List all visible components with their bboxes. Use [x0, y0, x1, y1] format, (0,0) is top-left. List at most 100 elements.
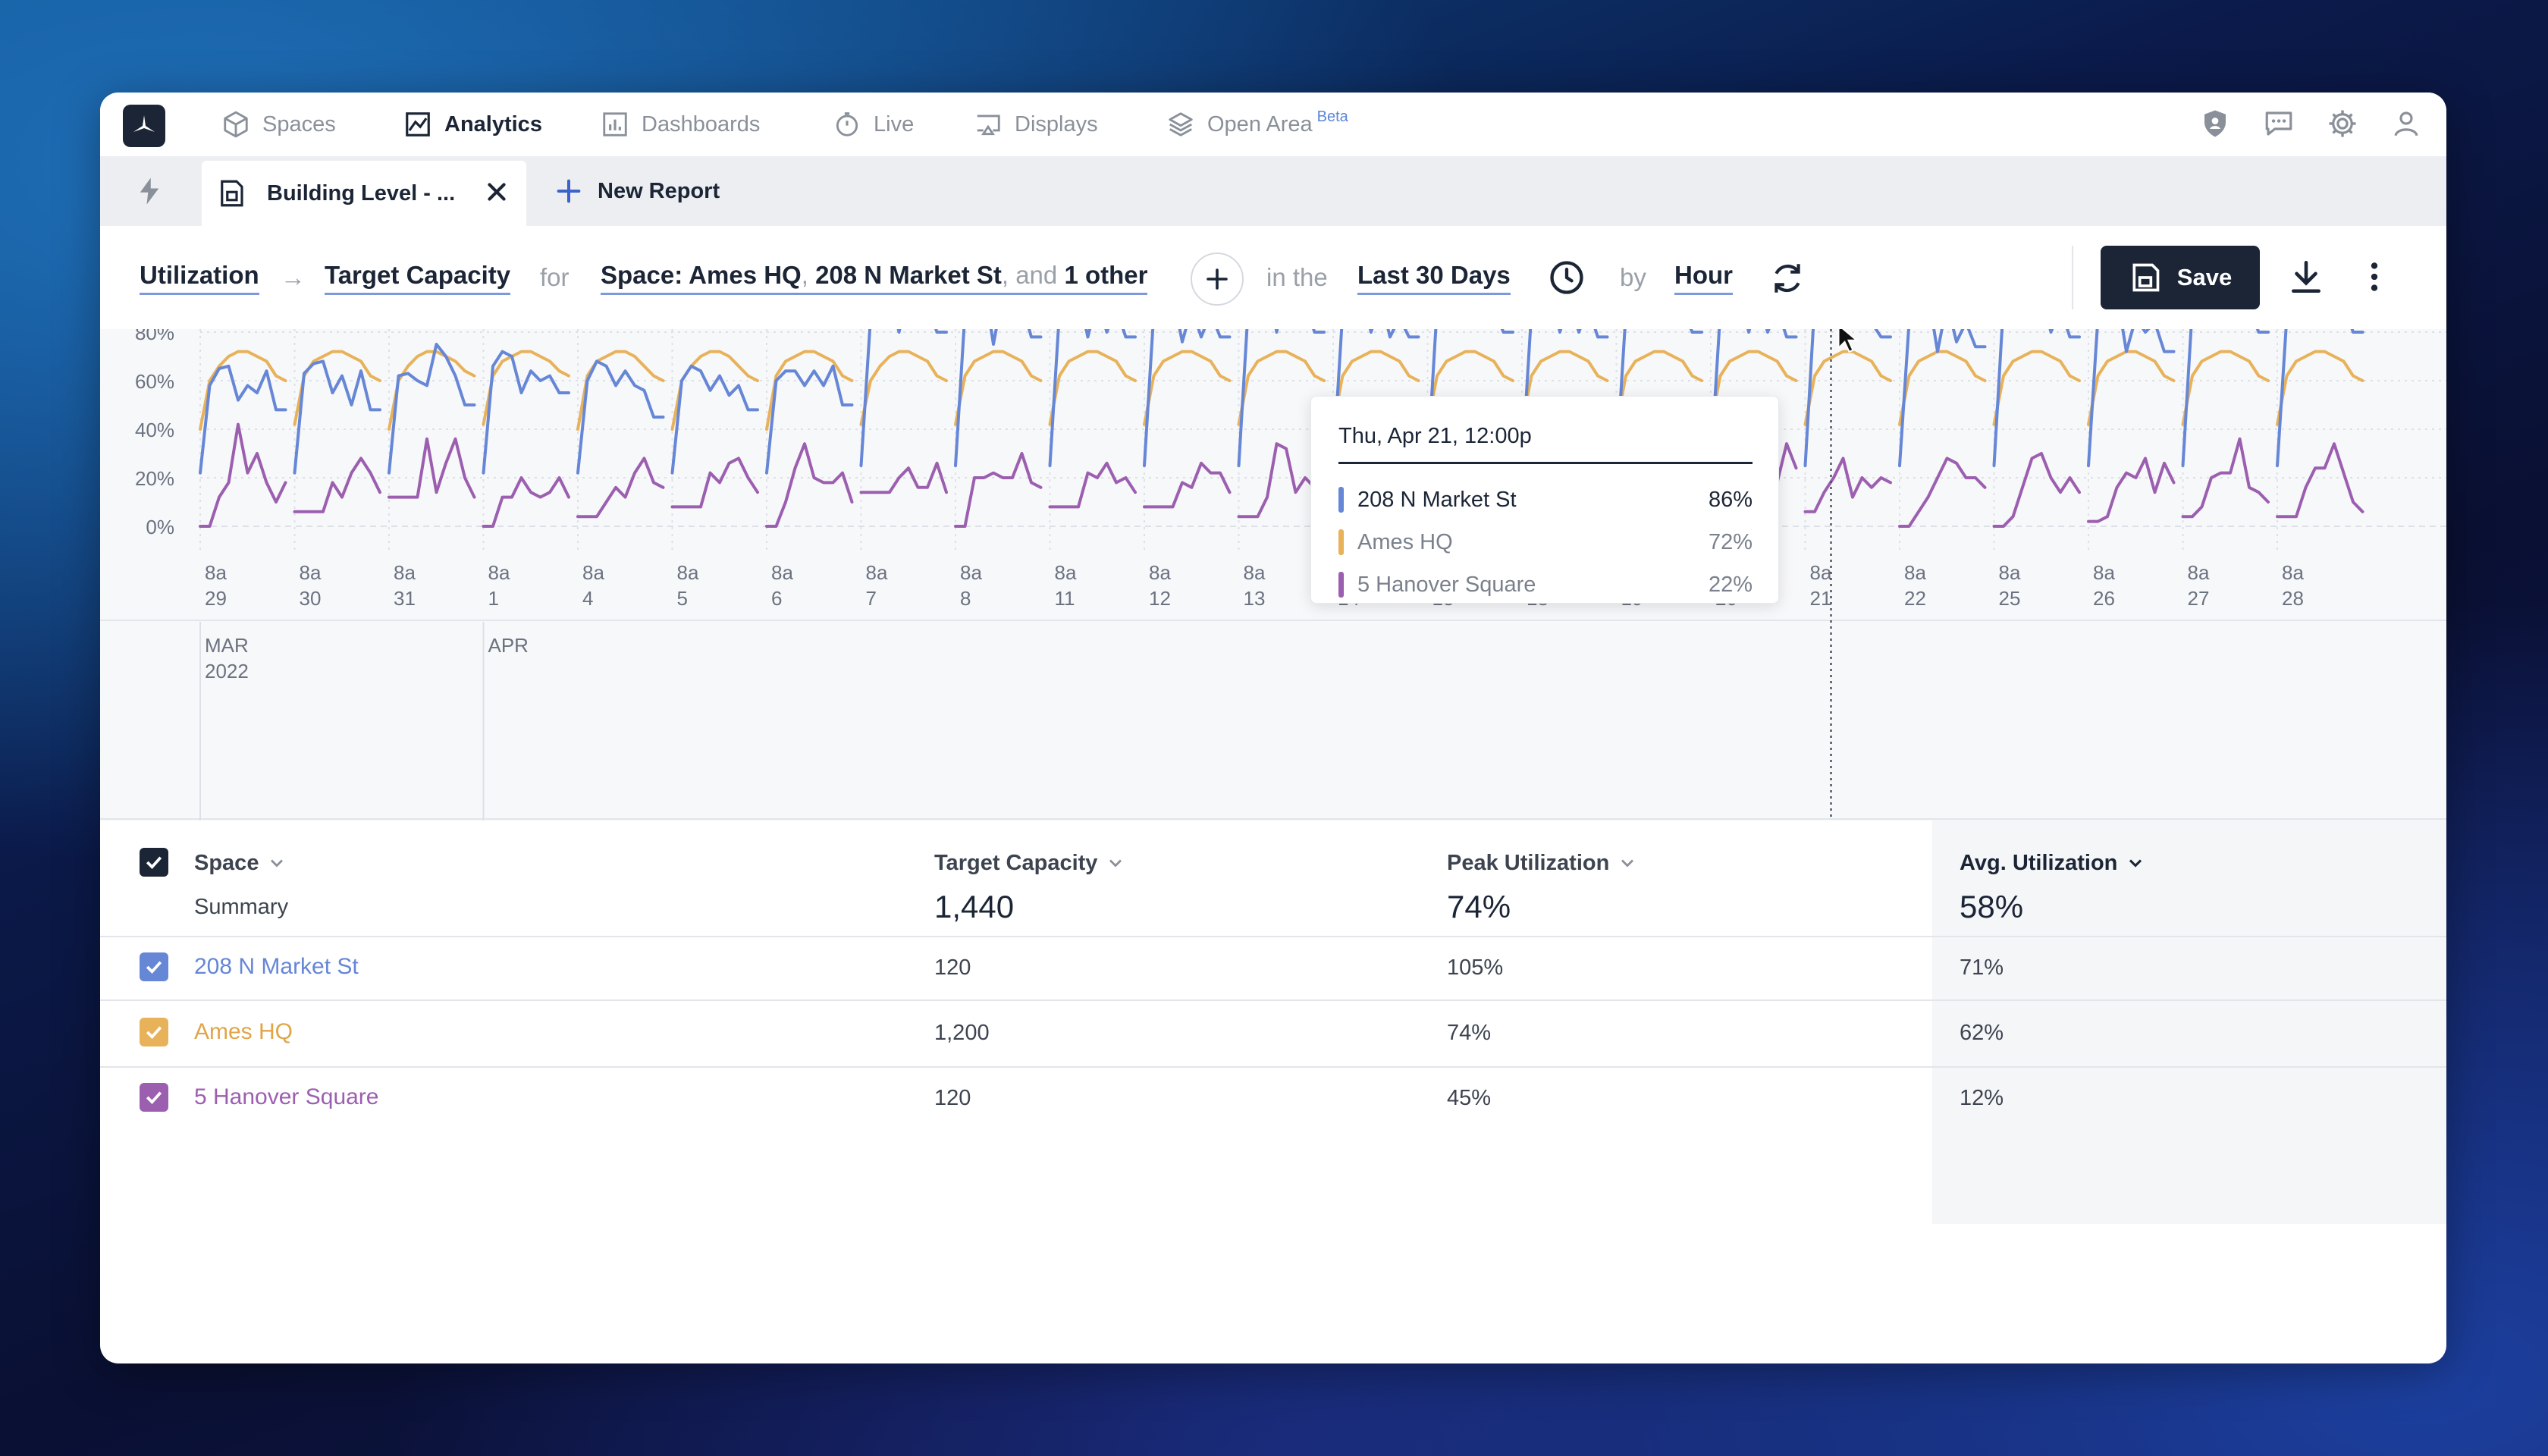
- x-tick-time: 8a: [2093, 561, 2115, 584]
- series-line: [388, 437, 476, 499]
- nav-analytics[interactable]: Analytics: [403, 93, 542, 156]
- series-line: [1898, 350, 1987, 426]
- x-tick-day: 7: [866, 587, 877, 610]
- series-line: [1048, 329, 1137, 467]
- series-line: [576, 457, 665, 519]
- logo-icon: [133, 115, 155, 132]
- peak-utilization-column-header[interactable]: Peak Utilization: [1447, 848, 1638, 878]
- row-checkbox[interactable]: [140, 1083, 168, 1112]
- series-line: [576, 350, 665, 431]
- series-line: [1237, 442, 1326, 519]
- nav-displays[interactable]: Displays: [974, 93, 1098, 156]
- x-tick-day: 8: [960, 587, 971, 610]
- series-swatch: [1338, 487, 1344, 513]
- new-report-label: New Report: [598, 178, 720, 203]
- series-line: [1332, 350, 1420, 426]
- tooltip-label: 208 N Market St: [1357, 487, 1517, 512]
- space-2: 208 N Market St: [815, 260, 1002, 289]
- refresh-icon[interactable]: [1768, 259, 1806, 301]
- row-checkbox[interactable]: [140, 952, 168, 981]
- row-peak: 74%: [1447, 1021, 1492, 1045]
- summary-target-capacity: 1,440: [934, 889, 1015, 924]
- target-capacity-column-header[interactable]: Target Capacity: [934, 848, 1126, 878]
- series-line: [482, 476, 570, 528]
- series-line: [2276, 442, 2364, 519]
- summary-peak: 74%: [1447, 889, 1511, 924]
- tab-label: Building Level - ...: [267, 180, 456, 206]
- app-logo[interactable]: [123, 105, 165, 147]
- row-avg: 62%: [1960, 1021, 2004, 1045]
- space-column-header[interactable]: Space: [194, 848, 287, 878]
- nav-label: Analytics: [444, 111, 542, 136]
- x-tick-day: 30: [300, 587, 322, 610]
- select-all-checkbox[interactable]: [140, 848, 168, 877]
- series-line: [1709, 350, 1798, 426]
- space-selector[interactable]: Space: Ames HQ, 208 N Market St, and 1 o…: [601, 226, 1148, 329]
- month-label: MAR: [205, 634, 249, 657]
- close-icon[interactable]: [482, 177, 511, 210]
- avg-utilization-column-header[interactable]: Avg. Utilization: [1960, 848, 2146, 878]
- check-icon: [146, 961, 162, 974]
- row-space-name[interactable]: 208 N Market St: [194, 954, 359, 979]
- save-label: Save: [2176, 264, 2233, 290]
- chat-icon[interactable]: [2261, 106, 2296, 141]
- row-space-name[interactable]: 5 Hanover Square: [194, 1084, 379, 1109]
- new-report-button[interactable]: New Report: [554, 156, 720, 226]
- series-line: [199, 422, 287, 528]
- x-tick-day: 22: [1904, 587, 1926, 610]
- more-options-icon[interactable]: [2355, 258, 2393, 300]
- interval-selector[interactable]: Hour: [1674, 226, 1733, 329]
- x-tick-time: 8a: [1149, 561, 1171, 584]
- x-tick-day: 5: [677, 587, 688, 610]
- in-the-label: in the: [1266, 263, 1328, 291]
- arrow-icon: →: [281, 263, 306, 291]
- app-window: Spaces Analytics Dashboards Live Display…: [100, 93, 2446, 1363]
- tooltip-divider: [1338, 462, 1753, 464]
- cast-icon: [977, 115, 1000, 136]
- gear-icon[interactable]: [2325, 106, 2360, 141]
- nav-open-area[interactable]: Open Area Beta: [1166, 93, 1348, 156]
- download-icon[interactable]: [2287, 258, 2325, 300]
- series-line: [2276, 329, 2364, 467]
- save-button[interactable]: Save: [2101, 246, 2260, 309]
- series-line: [1426, 350, 1514, 426]
- series-line: [1803, 457, 1892, 513]
- header-label: Avg. Utilization: [1960, 850, 2118, 875]
- metric-selector[interactable]: Utilization: [140, 226, 259, 329]
- shield-user-icon[interactable]: [2198, 106, 2233, 141]
- by-label: by: [1620, 263, 1646, 291]
- chevron-down-icon: [271, 859, 284, 868]
- add-space-button[interactable]: [1191, 253, 1244, 306]
- x-tick-day: 4: [582, 587, 593, 610]
- series-line: [765, 442, 854, 528]
- row-divider: [100, 1066, 2446, 1068]
- clock-icon[interactable]: [1547, 258, 1586, 301]
- check-icon: [146, 1091, 162, 1104]
- beta-badge: Beta: [1316, 108, 1348, 125]
- row-checkbox[interactable]: [140, 1018, 168, 1046]
- x-tick-day: 31: [394, 587, 416, 610]
- series-line: [670, 350, 759, 431]
- chart-svg: 0%20%40%60%80%100%120%8a298a308a318a18a4…: [100, 329, 2446, 821]
- row-divider: [100, 936, 2446, 937]
- series-line: [859, 461, 948, 494]
- series-line: [859, 350, 948, 426]
- nav-dashboards[interactable]: Dashboards: [601, 93, 760, 156]
- series-line: [199, 364, 287, 475]
- user-icon[interactable]: [2389, 106, 2424, 141]
- x-tick-time: 8a: [866, 561, 888, 584]
- x-tick-day: 25: [1999, 587, 2021, 610]
- range-selector[interactable]: Last 30 Days: [1357, 226, 1511, 329]
- toolbar-divider: [2072, 246, 2073, 309]
- cube-icon: [224, 111, 248, 138]
- quick-actions-button[interactable]: [100, 156, 199, 226]
- nav-live[interactable]: Live: [833, 93, 914, 156]
- nav-spaces[interactable]: Spaces: [221, 93, 336, 156]
- row-space-name[interactable]: Ames HQ: [194, 1019, 293, 1044]
- x-tick-time: 8a: [394, 561, 416, 584]
- row-peak: 45%: [1447, 1086, 1492, 1110]
- utilization-chart[interactable]: 0%20%40%60%80%100%120%8a298a308a318a18a4…: [100, 329, 2446, 821]
- tab-building-level[interactable]: Building Level - ...: [202, 161, 526, 226]
- space-prefix: Space:: [601, 260, 689, 289]
- target-selector[interactable]: Target Capacity: [325, 226, 511, 329]
